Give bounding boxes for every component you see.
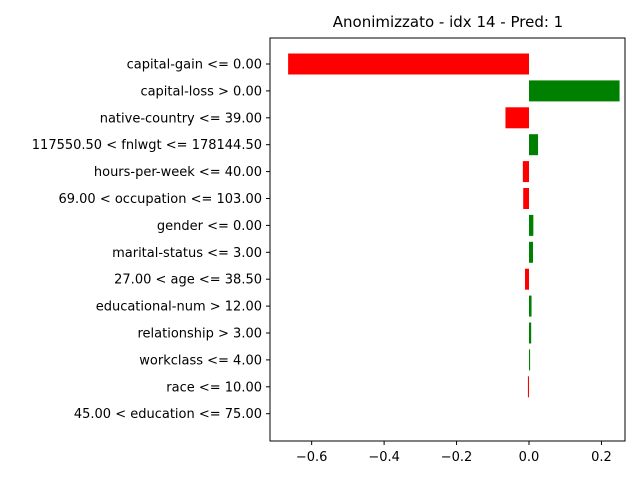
ytick-label-8: 27.00 < age <= 38.50 xyxy=(114,273,262,288)
ytick-label-13: 45.00 < education <= 75.00 xyxy=(74,407,262,422)
x-axis: −0.6 −0.4 −0.2 0.0 0.2 xyxy=(296,441,612,465)
axes-frame xyxy=(269,37,626,442)
ytick-label-4: hours-per-week <= 40.00 xyxy=(94,165,262,180)
xtick-label-1: −0.4 xyxy=(368,450,400,465)
bars xyxy=(288,53,620,398)
xtick-label-0: −0.6 xyxy=(296,450,328,465)
bar-4 xyxy=(522,161,530,183)
bar-7 xyxy=(529,241,533,263)
xtick-label-2: −0.2 xyxy=(441,450,473,465)
bar-12 xyxy=(527,376,530,398)
bar-2 xyxy=(505,107,530,129)
ytick-label-0: capital-gain <= 0.00 xyxy=(127,58,262,73)
ytick-label-5: 69.00 < occupation <= 103.00 xyxy=(58,192,262,207)
ytick-label-3: 117550.50 < fnlwgt <= 178144.50 xyxy=(32,138,262,153)
bar-0 xyxy=(288,53,530,75)
ytick-label-6: gender <= 0.00 xyxy=(157,219,262,234)
bar-10 xyxy=(529,322,532,344)
bar-11 xyxy=(529,349,531,371)
ytick-label-7: marital-status <= 3.00 xyxy=(112,246,262,261)
y-axis: capital-gain <= 0.00 capital-loss > 0.00 n… xyxy=(32,58,270,422)
ytick-label-12: race <= 10.00 xyxy=(166,380,262,395)
ytick-label-9: educational-num > 12.00 xyxy=(96,300,262,315)
chart-title: Anonimizzato - idx 14 - Pred: 1 xyxy=(333,13,563,31)
bar-6 xyxy=(529,214,534,236)
ytick-label-2: native-country <= 39.00 xyxy=(100,111,262,126)
bar-5 xyxy=(523,188,530,209)
xtick-label-4: 0.2 xyxy=(591,450,612,465)
bar-8 xyxy=(525,268,530,290)
ytick-label-10: relationship > 3.00 xyxy=(137,327,262,342)
ytick-label-1: capital-loss > 0.00 xyxy=(140,84,262,99)
bar-9 xyxy=(529,295,532,317)
bar-3 xyxy=(529,134,539,156)
ytick-label-11: workclass <= 4.00 xyxy=(139,353,262,368)
xtick-label-3: 0.0 xyxy=(519,450,540,465)
bar-1 xyxy=(529,80,620,102)
